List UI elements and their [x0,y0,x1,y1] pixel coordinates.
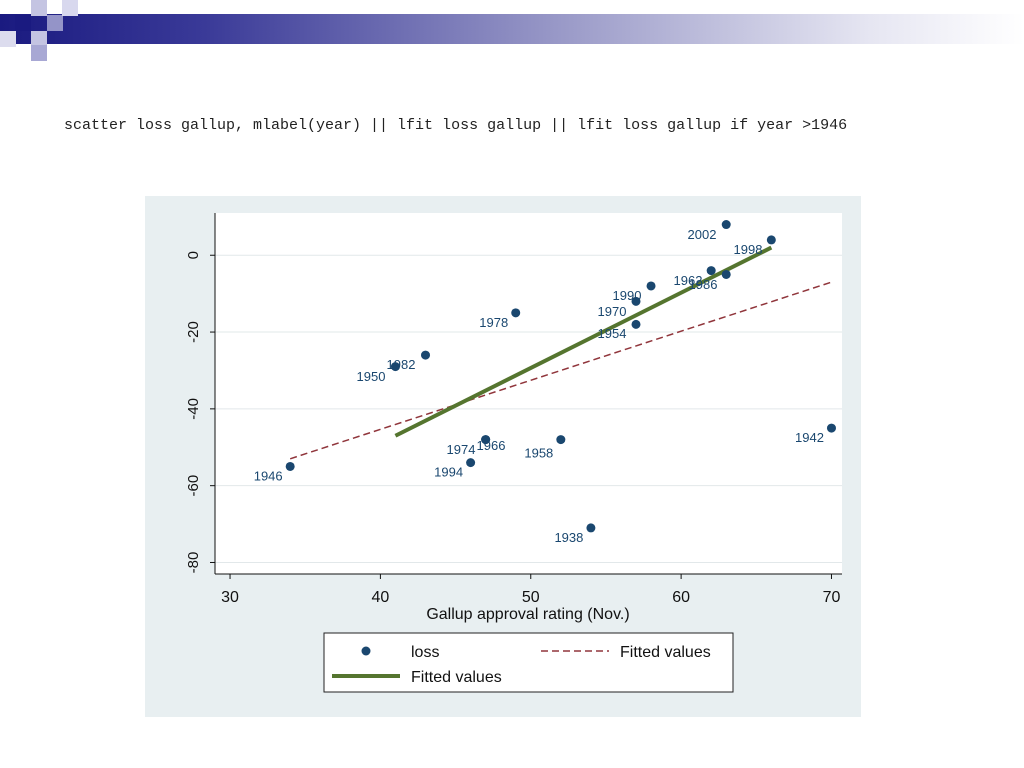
decor-square-medium [31,45,47,61]
scatter-point [706,266,716,276]
scatter-point [826,423,836,433]
point-label: 1994 [434,465,463,480]
point-label: 1942 [795,430,824,445]
scatter-point [721,220,731,230]
point-label: 1946 [254,468,283,483]
y-tick-label: -20 [185,321,202,343]
point-label: 1962 [674,273,703,288]
x-tick-label: 60 [672,589,690,606]
decor-square-light [31,31,47,47]
y-tick-label: -40 [185,398,202,420]
scatter-point [390,362,400,372]
y-tick-label: 0 [185,251,202,259]
point-label: 2002 [688,227,717,242]
point-label: 1978 [479,315,508,330]
x-tick-label: 30 [221,589,239,606]
axes: 0 -20 -40 -60 -80 30 40 50 60 70 [185,213,842,606]
point-label: 1970 [598,304,627,319]
scatter-point [421,350,431,360]
point-label: 1950 [357,369,386,384]
point-label: 1986 [689,277,718,292]
scatter-point [631,296,641,306]
x-tick-label: 50 [522,589,540,606]
decor-square-dark [15,15,31,31]
legend-label: loss [411,644,439,661]
scatter-point [466,458,476,468]
decor-square-light [62,0,78,16]
x-tick-label: 70 [823,589,841,606]
point-label: 1966 [477,438,506,453]
fitted-line-all [289,281,832,460]
scatter-point [646,281,656,291]
point-label: 1990 [613,288,642,303]
scatter-points [285,220,836,533]
scatter-point [285,461,295,471]
scatter-point [511,308,521,318]
scatter-point [766,235,776,245]
gridlines [215,254,842,563]
decor-square-faint [0,31,16,47]
legend-label: Fitted values [411,669,502,686]
point-label: 1954 [598,326,627,341]
y-tick-label: -60 [185,475,202,497]
point-label: 1998 [734,242,763,257]
legend: loss Fitted values Fitted values [323,632,734,693]
decor-square-medium [47,15,63,31]
marker-labels: 1938 1942 1946 1950 1954 1958 1962 1966 1970 1974… [254,227,824,545]
legend-label: Fitted values [620,644,711,661]
plot-area [215,213,842,574]
legend-key-dot [361,646,371,656]
x-tick-label: 40 [371,589,389,606]
scatter-point [481,435,491,445]
y-tick-label: -80 [185,552,202,574]
x-axis-title: Gallup approval rating (Nov.) [426,606,629,623]
stata-command: scatter loss gallup, mlabel(year) || lfi… [64,117,848,134]
scatter-point [631,319,641,329]
scatter-point [556,435,566,445]
fit-lines [289,245,832,460]
legend-box [323,632,734,693]
point-label: 1958 [524,446,553,461]
scatter-point [721,269,731,279]
scatter-point [586,523,596,533]
point-label: 1974 [447,442,476,457]
point-label: 1982 [387,357,416,372]
fitted-line-post-1946 [394,245,773,438]
point-label: 1938 [554,530,583,545]
header-gradient-bar [0,14,1024,44]
decor-square-light [31,0,47,16]
